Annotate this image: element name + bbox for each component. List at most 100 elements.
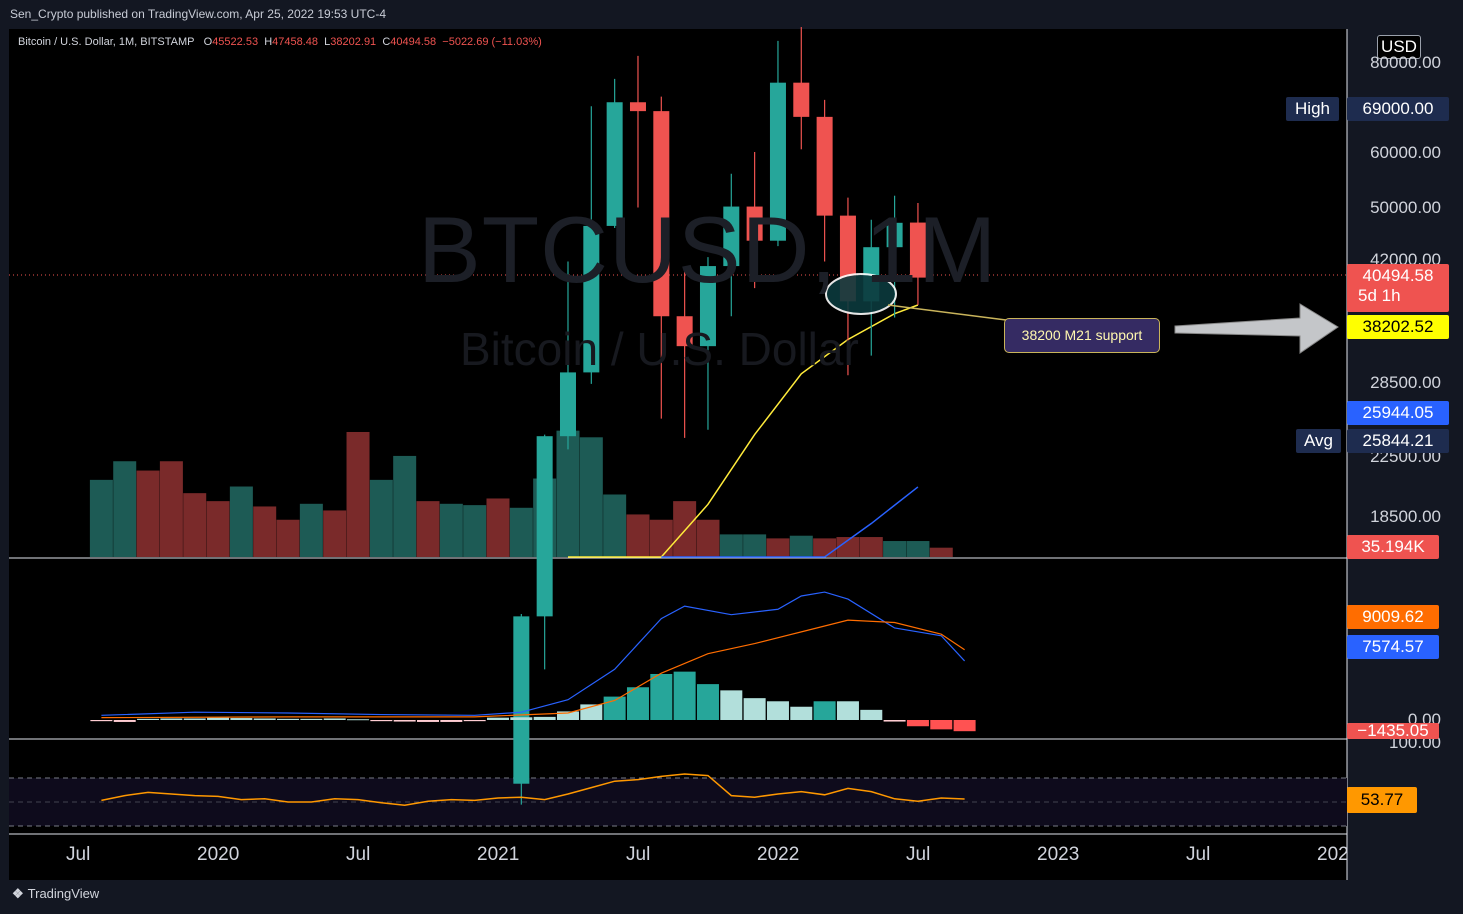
macd-hist-bar (650, 673, 673, 720)
currency-button[interactable]: USD (1377, 35, 1421, 59)
macd-signal-tag: 9009.62 (1347, 605, 1439, 629)
candle-body (816, 116, 833, 216)
legend-high: 47458.48 (272, 36, 319, 48)
macd-hist-bar (766, 701, 789, 720)
price-tick-18500: 18500.00 (1370, 507, 1441, 526)
macd-hist-bar (883, 720, 906, 722)
volume-bar (229, 486, 253, 557)
candle-body (676, 316, 693, 347)
rsi-pane (101, 773, 965, 806)
candle-body (746, 206, 763, 241)
volume-bar (626, 514, 650, 557)
high-tag-name: High (1286, 97, 1339, 121)
volume-bar (836, 537, 860, 557)
macd-hist-bar (370, 720, 393, 722)
candle-body (653, 111, 670, 317)
volume-bar (906, 541, 930, 557)
x-tick-jul-2023: Jul (1186, 844, 1211, 865)
macd-hist-bar (673, 671, 696, 720)
volume-bar (113, 461, 137, 557)
macd-hist-bar (323, 718, 346, 720)
macd-line (101, 591, 966, 716)
volume-bar (743, 534, 767, 557)
macd-hist-bar (930, 720, 953, 730)
macd-hist-bar (953, 720, 976, 732)
candle-body (723, 206, 740, 267)
volume-bar (579, 437, 603, 557)
legend-l-key: L (324, 36, 331, 48)
macd-hist-bar (696, 684, 719, 720)
macd-hist-bar (90, 720, 113, 722)
chart-area[interactable] (9, 29, 1347, 880)
support-callout[interactable]: 38200 M21 support (1004, 318, 1160, 353)
volume-bar (719, 534, 743, 557)
macd-hist-bar (836, 701, 859, 720)
watermark-name: Bitcoin / U.S. Dollar (460, 323, 859, 375)
arrow-shape[interactable] (1174, 303, 1339, 354)
legend-low: 38202.91 (330, 36, 377, 48)
volume-bar (556, 430, 580, 557)
macd-hist-bar (253, 718, 276, 720)
macd-hist-bar (463, 720, 486, 722)
volume-bar (439, 503, 463, 557)
candle-body (559, 372, 576, 437)
volume-tag-value: 35.194K (1347, 535, 1439, 559)
volume-bar (206, 501, 230, 557)
legend-h-key: H (264, 36, 273, 48)
macd-hist-bar (113, 720, 136, 722)
macd-hist-bar (393, 720, 416, 722)
volume-bar (136, 470, 160, 557)
last-price-tag: 40494.58 5d 1h (1347, 264, 1449, 312)
volume-bar (929, 547, 953, 557)
macd-hist-bar (347, 719, 370, 721)
x-tick-jul-2019: Jul (66, 844, 91, 865)
price-tick-50000: 50000.00 (1370, 198, 1441, 217)
volume-bar (159, 461, 183, 557)
avg-tag-name: Avg (1296, 429, 1341, 453)
published-line: Sen_Crypto published on TradingView.com,… (10, 7, 387, 21)
volume-bar (789, 535, 813, 557)
volume-bar (393, 455, 417, 557)
rsi-tag: 53.77 (1347, 787, 1417, 813)
ma50-tag-value: 25944.05 (1347, 401, 1449, 425)
legend-change: −5022.69 (−11.03%) (442, 36, 542, 48)
callout-connector (887, 304, 1007, 321)
price-tick-60000: 60000.00 (1370, 143, 1441, 162)
macd-hist-bar (417, 720, 440, 722)
legend-open: 45522.53 (212, 36, 259, 48)
volume-bar (486, 498, 510, 557)
x-tick-jul-2022: Jul (906, 844, 931, 865)
volume-bar (276, 519, 300, 557)
macd-hist-bar (860, 709, 883, 720)
candle-body (513, 616, 530, 784)
price-tick-80000: 80000.00 (1370, 53, 1441, 72)
macd-hist-bar (487, 717, 509, 720)
candles (513, 27, 926, 805)
tradingview-brand[interactable]: ❖ TradingView (12, 886, 99, 902)
candle-body (583, 225, 600, 373)
x-tick-2020: 2020 (197, 844, 240, 865)
countdown-value: 5d 1h (1358, 286, 1401, 305)
macd-hist-bar (533, 716, 556, 720)
support-ellipse[interactable] (825, 273, 897, 315)
macd-hist-bar (790, 706, 813, 720)
volume-bar (649, 519, 673, 557)
macd-hist-bar (743, 698, 766, 720)
volume-bar (859, 537, 883, 557)
x-tick-jul-2020: Jul (346, 844, 371, 865)
macd-hist-bar (207, 717, 230, 720)
volume-bar (673, 501, 697, 557)
macd-hist-tag: −1435.05 (1347, 723, 1439, 739)
last-price-value: 40494.58 (1362, 266, 1434, 285)
macd-hist-bar (300, 718, 323, 720)
tradingview-logo-icon: ❖ (12, 886, 24, 901)
x-tick-2024: 2024 (1317, 844, 1347, 865)
volume-bar (509, 507, 533, 557)
ma50-line (661, 486, 919, 558)
high-tag-value: 69000.00 (1347, 97, 1449, 121)
macd-hist-bar (813, 701, 836, 720)
volume-bar (696, 519, 720, 557)
macd-hist-bar (160, 718, 183, 720)
